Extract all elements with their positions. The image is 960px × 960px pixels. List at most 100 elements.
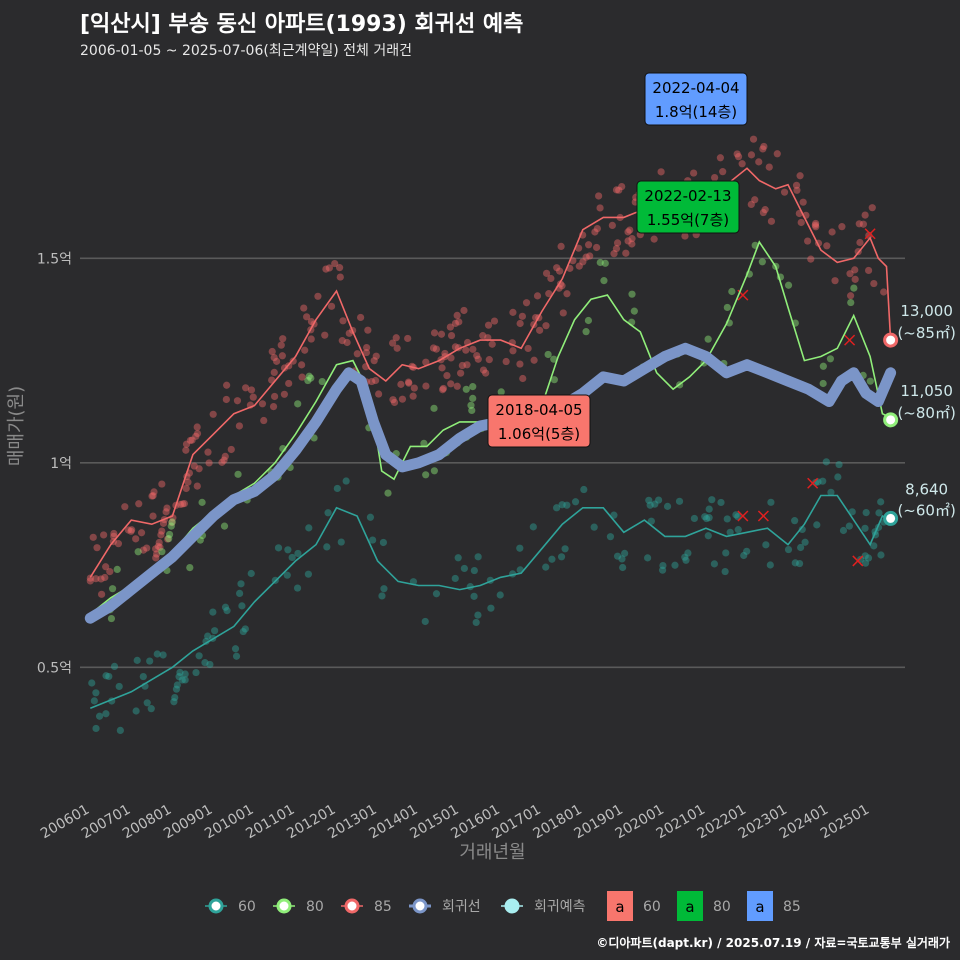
scatter-point-80 <box>819 379 827 388</box>
scatter-point-60 <box>801 538 809 546</box>
scatter-point-85 <box>738 160 746 168</box>
box-legend-label: 80 <box>713 899 731 915</box>
scatter-point-60 <box>839 526 848 535</box>
scatter-point-85 <box>393 344 401 352</box>
scatter-point-85 <box>557 242 565 250</box>
box-legend-item-60: a 60 <box>607 891 661 921</box>
scatter-point-80 <box>550 376 558 384</box>
scatter-point-60 <box>835 460 843 469</box>
scatter-point-85 <box>812 219 820 228</box>
scatter-point-85 <box>556 267 564 275</box>
box-legend-glyph: a <box>755 898 764 916</box>
scatter-point-60 <box>681 553 689 561</box>
scatter-point-85 <box>405 379 413 387</box>
scatter-point-85 <box>650 235 658 243</box>
scatter-point-60 <box>740 551 748 560</box>
end-point-85 <box>883 332 899 348</box>
scatter-point-85 <box>509 347 517 355</box>
scatter-point-85 <box>592 243 601 252</box>
scatter-point-85 <box>101 573 109 582</box>
scatter-point-60 <box>206 660 214 669</box>
scatter-point-85 <box>559 309 567 317</box>
scatter-point-85 <box>157 531 165 539</box>
scatter-point-60 <box>171 693 179 702</box>
max-label-box <box>636 180 740 234</box>
scatter-point-85 <box>847 292 855 300</box>
scatter-point-85 <box>184 478 192 486</box>
scatter-point-60 <box>864 554 873 562</box>
series-line-85 <box>89 167 892 578</box>
scatter-point-85 <box>453 382 461 390</box>
scatter-point-60 <box>703 514 711 523</box>
scatter-point-85 <box>135 500 143 508</box>
scatter-point-60 <box>561 545 569 553</box>
scatter-point-60 <box>209 608 217 616</box>
scatter-point-85 <box>522 299 531 307</box>
scatter-point-60 <box>619 563 627 572</box>
scatter-point-60 <box>238 602 246 610</box>
scatter-point-85 <box>807 255 815 263</box>
box-legend-swatch <box>677 891 703 921</box>
scatter-point-60 <box>294 549 302 558</box>
scatter-point-85 <box>479 332 487 340</box>
scatter-point-60 <box>211 627 219 635</box>
scatter-point-80 <box>158 548 166 556</box>
scatter-point-85 <box>186 436 194 445</box>
box-legend-glyph: a <box>615 898 624 916</box>
scatter-point-60 <box>237 580 245 588</box>
scatter-point-85 <box>149 512 157 520</box>
scatter-point-60 <box>708 496 716 504</box>
scatter-point-85 <box>278 352 286 360</box>
scatter-point-85 <box>370 357 378 365</box>
scatter-point-60 <box>201 659 209 667</box>
scatter-point-85 <box>162 508 170 516</box>
credit-text: ©디아파트(dapt.kr) / 2025.07.19 / 자료=국토교통부 실… <box>596 936 950 950</box>
scatter-point-85 <box>363 343 371 352</box>
scatter-point-60 <box>701 513 709 521</box>
scatter-point-60 <box>571 498 580 506</box>
scatter-point-85 <box>747 200 755 209</box>
max-label-value: 1.06억(5층) <box>498 425 580 443</box>
scatter-point-80 <box>469 394 477 402</box>
y-tick-label: 0.5억 <box>37 660 72 676</box>
scatter-point-85 <box>856 238 864 247</box>
scatter-point-85 <box>121 503 129 511</box>
scatter-point-80 <box>630 307 638 315</box>
end-price-80: 11,050 <box>900 382 953 400</box>
y-tick-label: 1억 <box>50 456 72 472</box>
scatter-point-85 <box>812 223 820 231</box>
scatter-point-80 <box>723 303 731 312</box>
scatter-point-85 <box>298 373 306 381</box>
scatter-point-60 <box>92 689 100 697</box>
scatter-point-85 <box>404 378 413 386</box>
scatter-point-85 <box>195 465 203 473</box>
scatter-point-60 <box>710 560 718 568</box>
scatter-point-85 <box>558 282 566 290</box>
scatter-point-85 <box>190 462 198 470</box>
scatter-point-60 <box>862 509 870 517</box>
scatter-point-85 <box>437 330 446 338</box>
outlier-mark <box>757 510 769 522</box>
legend-item-reg: 회귀선 <box>409 898 481 915</box>
scatter-point-60 <box>791 559 799 567</box>
scatter-point-60 <box>223 607 231 615</box>
scatter-point-60 <box>861 559 870 567</box>
scatter-point-85 <box>322 265 330 273</box>
scatter-point-85 <box>536 326 544 334</box>
scatter-point-85 <box>154 542 162 550</box>
scatter-point-85 <box>759 208 767 217</box>
scatter-point-85 <box>447 380 455 388</box>
scatter-point-85 <box>364 326 372 334</box>
scatter-point-60 <box>845 522 853 530</box>
scatter-point-60 <box>274 544 283 552</box>
scatter-point-85 <box>269 402 278 411</box>
scatter-point-80 <box>384 489 392 497</box>
scatter-point-85 <box>375 390 383 398</box>
scatter-point-60 <box>146 657 154 665</box>
scatter-point-80 <box>198 498 206 506</box>
scatter-point-85 <box>279 335 287 343</box>
scatter-point-60 <box>176 668 184 677</box>
scatter-point-60 <box>170 698 178 706</box>
max-label-value: 1.8억(14층) <box>655 103 737 121</box>
scatter-point-80 <box>420 439 428 447</box>
